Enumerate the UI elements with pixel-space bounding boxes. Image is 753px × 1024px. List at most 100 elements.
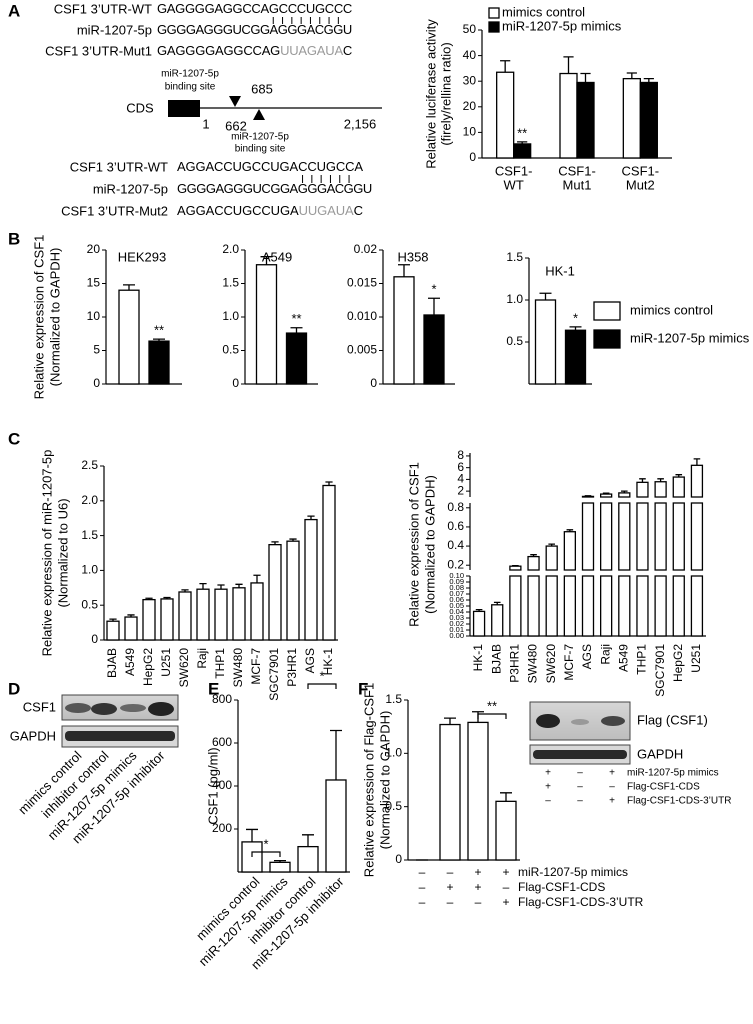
bar [214, 588, 228, 641]
site-label: miR-1207-5p [231, 132, 289, 143]
panel-label: E [208, 679, 219, 698]
y-tick-label: 0.5 [222, 343, 239, 357]
condition-sign: + [502, 865, 509, 879]
bar-piece [654, 481, 667, 498]
bar-piece [600, 493, 613, 498]
error-bar [127, 614, 135, 618]
bar-piece [636, 502, 649, 571]
y-tick-label: 10 [87, 309, 101, 323]
y-tick-label: 6 [457, 460, 464, 474]
utr-diagram: miR-1207-5p binding site CDS 685 1 662 2… [126, 69, 382, 155]
x-tick-label: Raji [195, 648, 209, 669]
x-tick-label: A549 [616, 644, 630, 672]
blot-band [533, 750, 627, 759]
bar-piece [581, 495, 595, 498]
condition-sign: – [503, 880, 510, 894]
bar [576, 81, 595, 159]
condition-label: miR-1207-5p mimics [518, 865, 628, 879]
significance: * [263, 836, 268, 851]
condition-sign: – [577, 768, 583, 779]
y-tick-label: 1.5 [385, 692, 402, 706]
condition-label: Flag-CSF1-CDS-3’UTR [518, 895, 644, 909]
condition-sign: + [474, 865, 481, 879]
bar-piece [690, 502, 704, 571]
y-tick-label: 0.08 [449, 583, 464, 592]
bar [559, 72, 578, 159]
error-bar [475, 608, 483, 612]
x-tick-label: P3HR1 [285, 648, 299, 687]
sequence-label: CSF1 3’UTR-WT [70, 159, 168, 174]
x-tick-label: SW480 [526, 644, 540, 684]
site-label: miR-1207-5p [161, 69, 219, 80]
condition-sign: + [446, 880, 453, 894]
y-tick-label: 20 [463, 99, 477, 113]
y-tick-label: 1.5 [222, 276, 239, 290]
y-tick-label: 0.010 [347, 309, 377, 323]
y-tick-label: 0.005 [347, 343, 377, 357]
bar-piece [600, 575, 613, 637]
y-tick-label: 4 [457, 472, 464, 486]
y-tick-label: 1.5 [81, 528, 98, 542]
y-tick-label: 0.5 [506, 334, 523, 348]
x-tick-label: SW620 [544, 644, 558, 684]
western-blot-f: Flag (CSF1) GAPDH [529, 701, 708, 765]
error-bar [246, 828, 258, 842]
bar [325, 779, 347, 873]
condition-sign: – [475, 895, 482, 909]
bar-piece [690, 575, 704, 637]
y-tick-label: 0.02 [449, 619, 464, 628]
error-bar [217, 584, 225, 590]
bar [423, 314, 445, 385]
site-label: binding site [165, 82, 216, 93]
sequence-segment: UUGAUA [299, 203, 354, 218]
y-tick-label: 0.02 [354, 242, 378, 256]
bar-piece [491, 604, 504, 637]
condition-sign: – [577, 782, 583, 793]
x-tick-label: MCF-7 [249, 648, 263, 685]
western-blot-d: CSF1 GAPDH mimics control inhibitor cont… [10, 694, 179, 846]
error-bar [398, 264, 410, 277]
bar-piece [563, 575, 576, 637]
sequence-segment: AGGACCUGCCUGACCUGCCA [177, 159, 363, 174]
y-tick-label: 0 [91, 632, 98, 646]
y-tick-label: 0.5 [81, 597, 98, 611]
x-tick-label: THP1 [635, 644, 649, 675]
bar [160, 598, 174, 641]
bar-piece [581, 502, 595, 571]
bar-piece [618, 492, 631, 498]
x-tick-label: P3HR1 [508, 644, 522, 683]
x-tick-label: SGC7901 [267, 648, 281, 701]
error-bar [444, 717, 456, 725]
y-axis-label: CSF1 (pg/ml) [205, 747, 220, 824]
y-tick-label: 0.8 [447, 500, 464, 514]
bar-piece [527, 555, 540, 571]
y-tick-label: 0.2 [447, 557, 464, 571]
error-bar [109, 618, 117, 622]
blot-band [148, 702, 174, 716]
legend-swatch [488, 21, 500, 33]
x-tick-label: BJAB [489, 644, 503, 674]
bar [495, 800, 517, 861]
significance: ** [517, 125, 527, 140]
bar [106, 620, 120, 641]
error-bar [657, 478, 664, 482]
y-tick-label: 0 [93, 376, 100, 390]
sequence: AGGACCUGCCUGACCUGCCA [177, 159, 363, 174]
y-tick-label: 0.07 [449, 589, 464, 598]
bar [148, 340, 170, 385]
cds-box [168, 100, 200, 117]
sequence-segment: GAGGGGAGGCCAGCCCUGCCC [157, 1, 352, 16]
condition-sign: + [609, 796, 615, 807]
bar [269, 861, 291, 873]
x-tick-label: Mut2 [626, 177, 655, 192]
x-tick-label: U251 [689, 644, 703, 673]
y-tick-label: 50 [463, 22, 477, 36]
legend-label: miR-1207-5p mimics [630, 330, 750, 345]
bar-piece [672, 502, 685, 571]
condition-label: Flag-CSF1-CDS [518, 880, 605, 894]
y-tick-label: 0.05 [449, 601, 464, 610]
blot-row-label: Flag (CSF1) [637, 712, 708, 727]
error-bar [675, 474, 683, 478]
sequence-segment: GGGGAGGGUCGGAGGGACGGU [177, 181, 372, 196]
significance: ** [154, 323, 164, 338]
